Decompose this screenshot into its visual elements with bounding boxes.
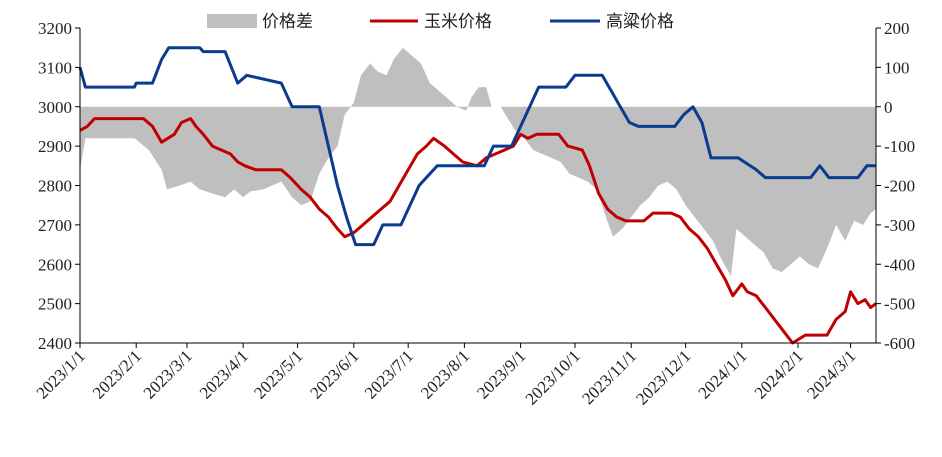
right-y-tick-label: -600: [884, 334, 915, 353]
x-tick-label: 2023/4/1: [196, 346, 252, 402]
x-tick-label: 2023/12/1: [632, 346, 694, 408]
x-tick-label: 2023/10/1: [522, 346, 584, 408]
right-y-tick-label: 100: [884, 58, 910, 77]
left-y-tick-label: 2800: [38, 177, 72, 196]
left-y-tick-label: 2500: [38, 295, 72, 314]
right-y-tick-label: -400: [884, 255, 915, 274]
x-tick-label: 2023/9/1: [473, 346, 529, 402]
legend: 价格差 玉米价格 高粱价格: [207, 12, 674, 32]
x-tick-label: 2024/3/1: [803, 346, 859, 402]
right-y-tick-label: -300: [884, 216, 915, 235]
x-tick-label: 2024/2/1: [751, 346, 807, 402]
series-spread-area: [80, 47, 876, 277]
x-tick-label: 2023/8/1: [417, 346, 473, 402]
series-corn-line: [79, 117, 877, 345]
left-y-ticks: 2400 2500 2600 2700 2800 2900 3000 3100 3200: [38, 19, 80, 353]
x-tick-label: 2023/6/1: [306, 346, 362, 402]
x-tick-label: 2023/11/1: [578, 346, 640, 408]
legend-spread-swatch: [207, 14, 257, 28]
left-y-tick-label: 3000: [38, 98, 72, 117]
left-y-tick-label: 2900: [38, 137, 72, 156]
left-y-tick-label: 3200: [38, 19, 72, 38]
left-y-tick-label: 3100: [38, 58, 72, 77]
price-lines-layer: [78, 46, 877, 345]
legend-spread-label: 价格差: [262, 12, 313, 32]
x-tick-label: 2024/1/1: [694, 346, 750, 402]
left-y-tick-label: 2400: [38, 334, 72, 353]
right-y-tick-label: 0: [884, 98, 893, 117]
x-tick-label: 2023/7/1: [361, 346, 417, 402]
left-y-tick-label: 2700: [38, 216, 72, 235]
right-y-tick-label: -500: [884, 295, 915, 314]
x-tick-label: 2023/1/1: [33, 346, 89, 402]
left-y-tick-label: 2600: [38, 255, 72, 274]
series-sorghum-line: [78, 46, 876, 247]
right-y-tick-label: -100: [884, 137, 915, 156]
x-tick-label: 2023/3/1: [140, 346, 196, 402]
legend-corn-label: 玉米价格: [424, 12, 492, 32]
x-tick-label: 2023/5/1: [250, 346, 306, 402]
right-y-ticks: -600 -500 -400 -300 -200 -100 0 100 200: [876, 19, 915, 353]
spread-area-layer: [80, 47, 876, 277]
legend-sorghum-label: 高粱价格: [606, 12, 674, 32]
x-tick-label: 2023/2/1: [89, 346, 145, 402]
right-y-tick-label: 200: [884, 19, 910, 38]
right-y-tick-label: -200: [884, 177, 915, 196]
